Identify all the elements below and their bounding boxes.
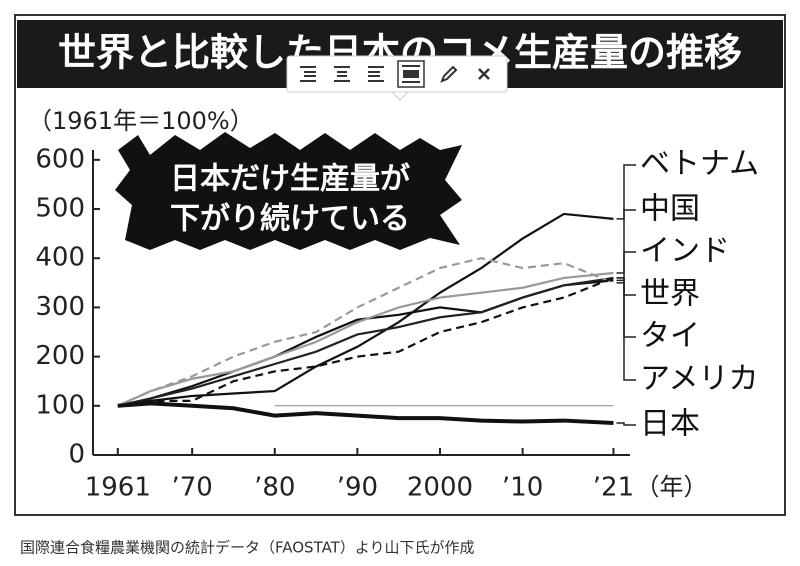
legend-connector	[616, 277, 636, 381]
source: 国際連合食糧農業機関の統計データ（FAOSTAT）より山下氏が作成	[20, 539, 475, 557]
x-tick-label: 2000	[407, 473, 473, 503]
x-tick-label: ’90	[337, 473, 378, 503]
legend-connector	[616, 164, 636, 220]
x-unit: （年）	[635, 473, 707, 501]
full-width-button[interactable]	[397, 60, 425, 88]
x-tick-label: ’21	[593, 473, 634, 503]
align-center-button[interactable]	[330, 62, 354, 86]
legend-label: ベトナム	[640, 147, 759, 182]
close-button[interactable]	[472, 62, 496, 86]
x-tick-label: ’10	[502, 473, 543, 503]
series-line	[117, 257, 614, 407]
legend-label: アメリカ	[640, 362, 759, 397]
annotation-box	[115, 132, 462, 250]
series-line	[117, 276, 614, 407]
annotation: 下がり続けている	[170, 202, 410, 237]
legend-label: インド	[640, 234, 730, 269]
annotation: 日本だけ生産量が	[170, 162, 410, 197]
legend-label: 中国	[640, 192, 700, 227]
x-tick-label: ’70	[171, 473, 212, 503]
series-line	[117, 401, 614, 426]
y-tick-label: 300	[35, 292, 85, 322]
toolbar	[286, 55, 508, 101]
legend-label: 世界	[640, 277, 700, 312]
y-tick-label: 600	[35, 144, 85, 174]
series-line	[117, 212, 614, 407]
legend-connector	[616, 251, 636, 274]
series-line	[117, 271, 614, 407]
y-tick-label: 500	[35, 194, 85, 224]
align-right-button[interactable]	[364, 62, 388, 86]
legend-label: 日本	[640, 407, 700, 442]
y-tick-label: 0	[68, 440, 85, 470]
y-tick-label: 200	[35, 341, 85, 371]
toolbar-pointer	[390, 91, 410, 101]
y-tick-label: 400	[35, 243, 85, 273]
legend-label: タイ	[640, 319, 700, 354]
x-tick-label: 1961	[85, 473, 151, 503]
legend-connector	[616, 422, 636, 426]
series-line	[117, 276, 614, 407]
align-left-button[interactable]	[296, 62, 320, 86]
legend-connector	[616, 209, 636, 282]
edit-button[interactable]	[436, 62, 460, 86]
y-tick-label: 100	[35, 390, 85, 420]
subtitle: （1961年＝100%）	[28, 107, 254, 135]
x-tick-label: ’80	[254, 473, 295, 503]
